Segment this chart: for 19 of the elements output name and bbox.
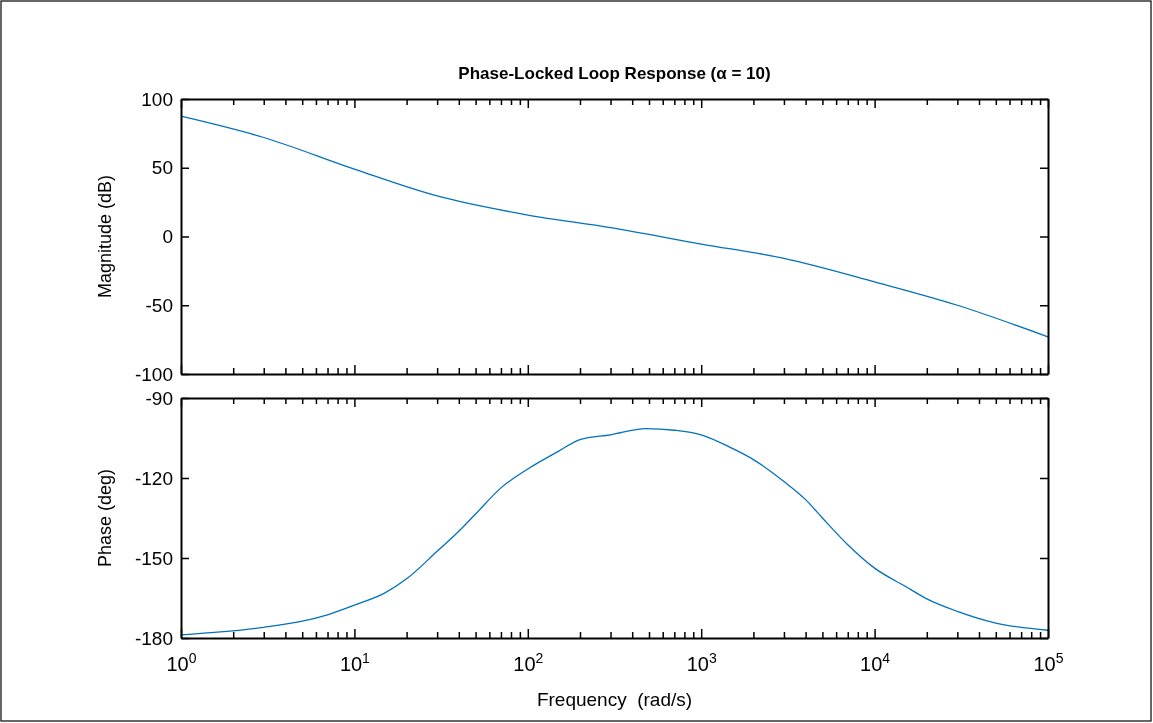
y-tick-label: -100 <box>134 363 173 385</box>
y-tick-label: 50 <box>151 157 173 179</box>
y-tick-label: -50 <box>145 294 173 316</box>
y-tick-label: 100 <box>141 88 173 110</box>
y-axis-title: Magnitude (dB) <box>95 174 115 299</box>
y-tick-label: 0 <box>162 226 173 248</box>
x-axis-title: Frequency (rad/s) <box>536 689 693 710</box>
y-tick-label: -90 <box>145 387 173 409</box>
y-axis-title: Phase (deg) <box>95 468 115 568</box>
y-tick-label: -150 <box>134 547 173 569</box>
x-tick-label: 10$^{2}$ <box>513 650 544 675</box>
x-tick-label: 10$^{1}$ <box>339 650 371 675</box>
chart-title: Phase-Locked Loop Response (α = 10) <box>458 64 771 83</box>
y-tick-label: -120 <box>134 467 173 489</box>
x-tick-label: 10$^{3}$ <box>686 650 717 675</box>
y-tick-label: -180 <box>134 627 173 649</box>
x-tick-label: 10$^{5}$ <box>1033 650 1064 675</box>
x-tick-label: 10$^{4}$ <box>860 650 891 675</box>
x-tick-label: 10$^{0}$ <box>166 650 197 675</box>
